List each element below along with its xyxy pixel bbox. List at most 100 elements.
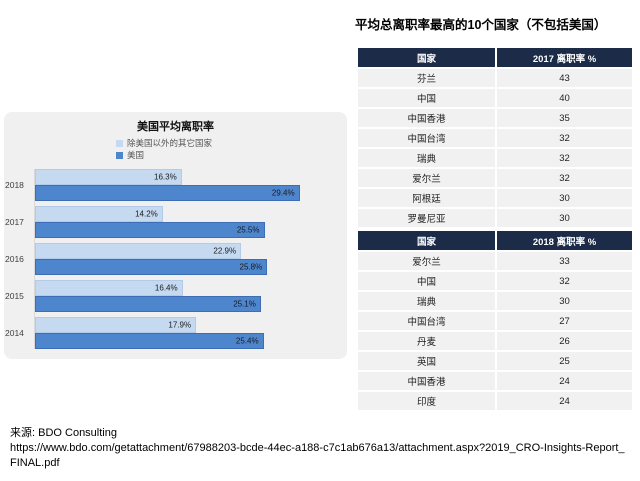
source-url: https://www.bdo.com/getattachment/679882… [10, 442, 625, 469]
table-header-row: 国家 2018 离职率 % [358, 231, 632, 250]
table-cell: 35 [495, 109, 632, 127]
table-cell: 33 [495, 252, 632, 270]
table-cell: 英国 [358, 352, 495, 370]
country-turnover-tables: 国家 2017 离职率 % 芬兰 43 中国 40 中国香港 35 中国台湾 32 瑞典 32 爱尔兰 3… [358, 46, 632, 412]
table-row: 爱尔兰 33 [358, 252, 632, 270]
table-cell: 40 [495, 89, 632, 107]
table-header-cell: 国家 [358, 48, 495, 67]
table-row: 印度 24 [358, 392, 632, 410]
table-row: 罗曼尼亚 30 [358, 209, 632, 227]
turnover-table-2018: 国家 2018 离职率 % 爱尔兰 33 中国 32 瑞典 30 中国台湾 27 丹麦 26 英国 25 中… [358, 229, 632, 412]
table-row: 爱尔兰 32 [358, 169, 632, 187]
us-bar-2016: 25.8% [35, 259, 268, 275]
legend-item-0: 除美国以外的其它国家 [116, 137, 347, 149]
turnover-table-2017: 国家 2017 离职率 % 芬兰 43 中国 40 中国香港 35 中国台湾 32 瑞典 32 爱尔兰 3… [358, 46, 632, 229]
table-header-cell: 2017 离职率 % [495, 48, 632, 67]
table-row: 中国 40 [358, 89, 632, 107]
us-average-turnover-chart-panel: 美国平均离职率 除美国以外的其它国家 美国 2018 16.3% 29.4% 2017 1… [4, 112, 347, 359]
us-bar-2015: 25.1% [35, 296, 261, 312]
table-row: 瑞典 30 [358, 292, 632, 310]
bar-value-label: 14.2% [135, 209, 158, 219]
bar-value-label: 22.9% [213, 246, 237, 256]
bar-value-label: 25.1% [233, 299, 256, 309]
legend-swatch-icon [116, 151, 123, 159]
table-cell: 32 [495, 169, 632, 187]
us-bar-2017: 25.5% [35, 222, 265, 238]
table-cell: 芬兰 [358, 69, 495, 87]
table-cell: 中国香港 [358, 372, 495, 390]
table-cell: 瑞典 [358, 149, 495, 167]
chart-plot-area: 2018 16.3% 29.4% 2017 14.2% 25.5% 2016 22.9% 25.… [5, 169, 341, 349]
table-cell: 阿根廷 [358, 189, 495, 207]
bar-value-label: 17.9% [168, 320, 192, 330]
legend-label: 除美国以外的其它国家 [127, 138, 213, 148]
bar-group-2016: 2016 22.9% 25.8% [5, 243, 341, 275]
table-cell: 丹麦 [358, 332, 495, 350]
bar-group-2015: 2015 16.4% 25.1% [5, 280, 341, 312]
table-cell: 中国台湾 [358, 129, 495, 147]
table-row: 瑞典 32 [358, 149, 632, 167]
year-axis-label: 2017 [5, 217, 24, 227]
table-row: 英国 25 [358, 352, 632, 370]
table-cell: 30 [495, 292, 632, 310]
table-cell: 中国香港 [358, 109, 495, 127]
table-cell: 24 [495, 392, 632, 410]
year-axis-label: 2016 [5, 254, 24, 264]
source-block: 来源: BDO Consulting https://www.bdo.com/g… [10, 426, 630, 471]
bar-value-label: 29.4% [271, 188, 295, 198]
table-row: 中国台湾 32 [358, 129, 632, 147]
table-cell: 32 [495, 149, 632, 167]
us-bar-2018: 29.4% [35, 185, 300, 201]
table-cell: 中国 [358, 89, 495, 107]
table-cell: 25 [495, 352, 632, 370]
bar-value-label: 16.3% [154, 172, 177, 182]
legend-label: 美国 [127, 150, 145, 160]
year-axis-label: 2018 [5, 180, 24, 190]
table-cell: 32 [495, 129, 632, 147]
table-header-cell: 2018 离职率 % [495, 231, 632, 250]
table-row: 芬兰 43 [358, 69, 632, 87]
table-title: 平均总离职率最高的10个国家（不包括美国） [355, 18, 607, 32]
table-cell: 瑞典 [358, 292, 495, 310]
table-cell: 30 [495, 189, 632, 207]
table-cell: 24 [495, 372, 632, 390]
us-bar-2014: 25.4% [35, 333, 264, 349]
source-label: 来源: BDO Consulting [10, 427, 117, 439]
non-us-bar-2014: 17.9% [35, 317, 197, 333]
legend-item-1: 美国 [116, 149, 347, 161]
table-row: 丹麦 26 [358, 332, 632, 350]
table-cell: 罗曼尼亚 [358, 209, 495, 227]
table-cell: 43 [495, 69, 632, 87]
legend-swatch-icon [116, 139, 123, 147]
table-cell: 32 [495, 272, 632, 290]
table-cell: 爱尔兰 [358, 169, 495, 187]
non-us-bar-2016: 22.9% [35, 243, 242, 259]
table-cell: 26 [495, 332, 632, 350]
table-cell: 印度 [358, 392, 495, 410]
table-header-cell: 国家 [358, 231, 495, 250]
chart-title: 美国平均离职率 [137, 121, 214, 133]
non-us-bar-2017: 14.2% [35, 206, 163, 222]
table-row: 阿根廷 30 [358, 189, 632, 207]
bar-value-label: 25.4% [235, 336, 259, 346]
table-row: 中国台湾 27 [358, 312, 632, 330]
table-cell: 中国台湾 [358, 312, 495, 330]
bar-group-2014: 2014 17.9% 25.4% [5, 317, 341, 349]
bar-value-label: 16.4% [154, 283, 178, 293]
chart-legend: 除美国以外的其它国家 美国 [116, 137, 347, 161]
year-axis-label: 2014 [5, 328, 24, 338]
bar-group-2018: 2018 16.3% 29.4% [5, 169, 341, 201]
table-row: 中国香港 24 [358, 372, 632, 390]
bar-value-label: 25.5% [236, 225, 260, 235]
non-us-bar-2015: 16.4% [35, 280, 183, 296]
bar-value-label: 25.8% [239, 262, 263, 272]
table-row: 中国 32 [358, 272, 632, 290]
table-cell: 30 [495, 209, 632, 227]
year-axis-label: 2015 [5, 291, 24, 301]
table-cell: 27 [495, 312, 632, 330]
table-header-row: 国家 2017 离职率 % [358, 48, 632, 67]
table-cell: 中国 [358, 272, 495, 290]
table-row: 中国香港 35 [358, 109, 632, 127]
non-us-bar-2018: 16.3% [35, 169, 182, 185]
bar-group-2017: 2017 14.2% 25.5% [5, 206, 341, 238]
